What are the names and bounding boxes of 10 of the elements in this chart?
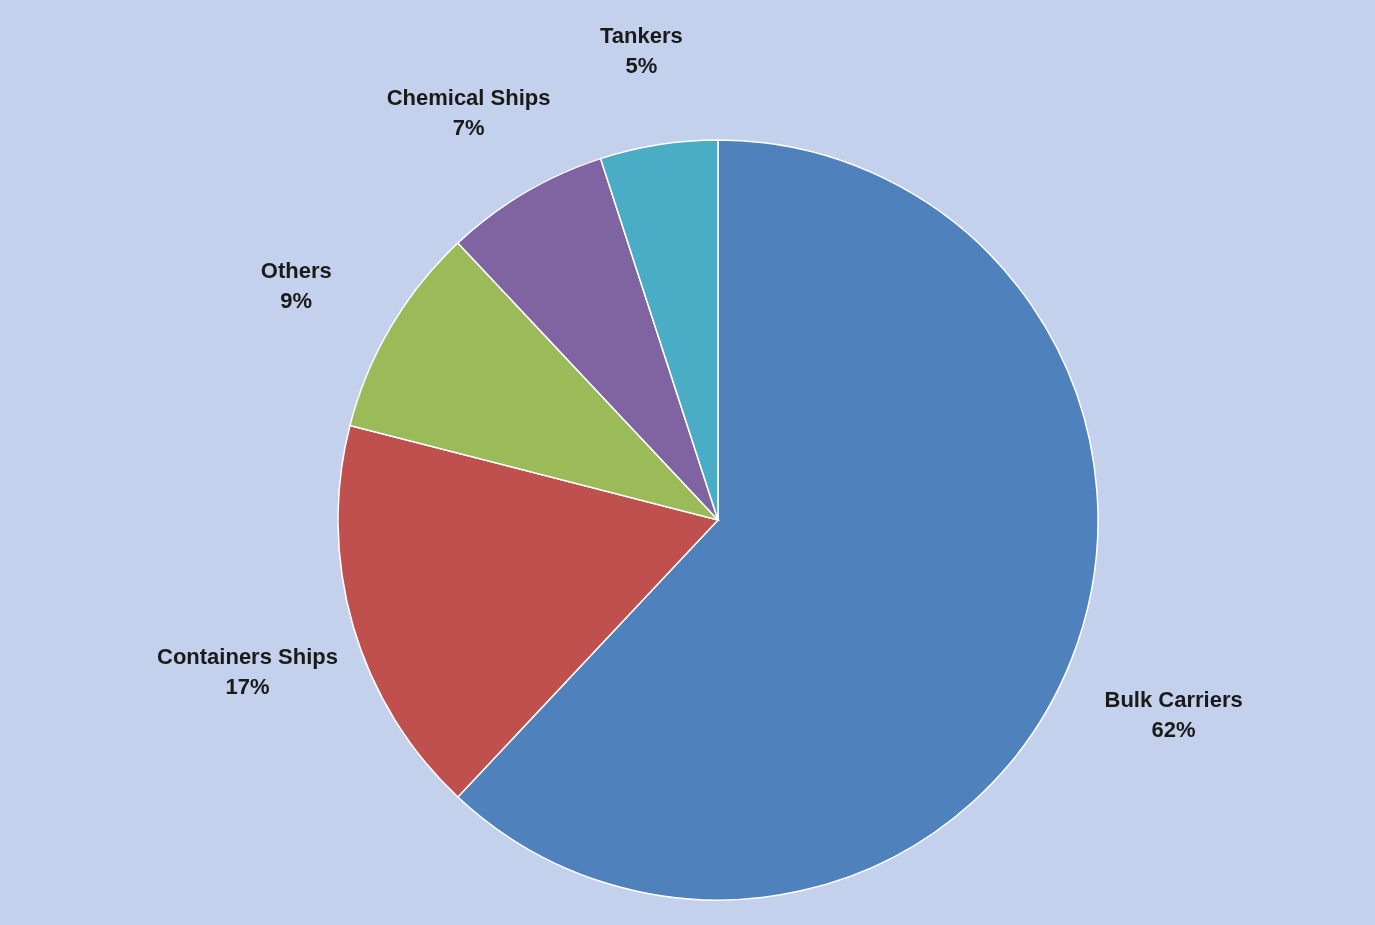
slice-label: Containers Ships (157, 643, 338, 669)
data-label: 7% (452, 115, 485, 141)
data-label: 5% (625, 53, 658, 79)
slice-label: Chemical Ships (386, 85, 551, 111)
slice-label: Bulk Carriers (1104, 687, 1243, 713)
slice-label: Others (260, 257, 332, 283)
data-label: 62% (1151, 717, 1196, 743)
data-label: 9% (280, 287, 313, 313)
data-label: 17% (225, 673, 270, 699)
slice-label: Tankers (599, 23, 683, 49)
